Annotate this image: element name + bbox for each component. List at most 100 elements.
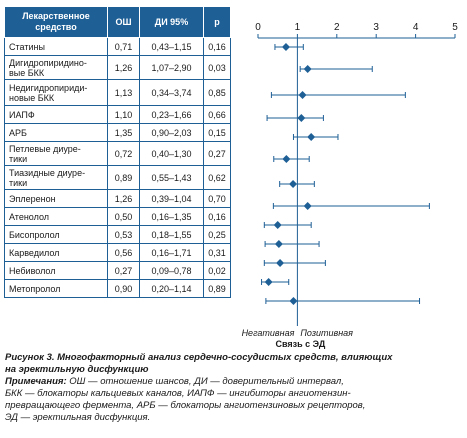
- confidence-interval-value: 0,20–1,14: [139, 279, 204, 298]
- x-axis-title: Связь с ЭД: [276, 339, 326, 349]
- header-ci: ДИ 95%: [139, 6, 204, 38]
- table-row: Недигидропириди-новые БКК 1,13 0,34–3,74 0,…: [4, 79, 231, 106]
- p-value: 0,66: [203, 105, 231, 124]
- drug-name-line: тики: [9, 177, 28, 188]
- p-value: 0,89: [203, 279, 231, 298]
- caption-note-line: БКК — блокаторы кальциевых каналов, ИАПФ…: [5, 388, 351, 399]
- odds-ratio-value: 0,53: [107, 225, 140, 244]
- odds-ratio-point: [273, 221, 282, 229]
- drug-name-line: ИАПФ: [9, 109, 35, 120]
- x-tick-label: 4: [413, 22, 419, 33]
- drug-name-line: тики: [9, 153, 28, 164]
- drug-name: Недигидропириди-новые БКК: [4, 79, 108, 106]
- drug-name-line: новые БКК: [9, 92, 55, 103]
- drug-name: Петлевые диуре-тики: [4, 141, 108, 166]
- drug-name-line: Метопролол: [9, 283, 61, 294]
- confidence-interval-value: 0,34–3,74: [139, 79, 204, 106]
- table-header-row: Лекарственное средство ОШ ДИ 95% р: [4, 6, 231, 38]
- p-value: 0,02: [203, 261, 231, 280]
- negative-label: Негативная: [242, 328, 295, 338]
- caption-title-cont: на эректильную дисфункцию: [5, 364, 149, 375]
- drug-name-line: Дигидропиридино-: [9, 57, 87, 68]
- table-row: Статины 0,71 0,43–1,15 0,16: [4, 37, 231, 56]
- p-value: 0,16: [203, 37, 231, 56]
- odds-ratio-point: [289, 180, 298, 188]
- odds-ratio-point: [281, 43, 290, 51]
- drug-name-line: Недигидропириди-: [9, 82, 88, 93]
- header-p: р: [203, 6, 231, 38]
- odds-ratio-value: 0,71: [107, 37, 140, 56]
- table-row: Петлевые диуре-тики 0,72 0,40–1,30 0,27: [4, 141, 231, 166]
- drug-name: Бисопролол: [4, 225, 108, 244]
- header-drug: Лекарственное средство: [4, 6, 108, 38]
- drug-name-line: Бисопролол: [9, 229, 60, 240]
- p-value: 0,62: [203, 165, 231, 190]
- p-value: 0,16: [203, 207, 231, 226]
- caption-notes-label: Примечания:: [5, 376, 67, 387]
- table-row: Метопролол 0,90 0,20–1,14 0,89: [4, 279, 231, 298]
- odds-ratio-value: 1,10: [107, 105, 140, 124]
- confidence-interval-value: 0,23–1,66: [139, 105, 204, 124]
- table-row: Небиволол 0,27 0,09–0,78 0,02: [4, 261, 231, 280]
- drug-name: Метопролол: [4, 279, 108, 298]
- odds-ratio-value: 1,13: [107, 79, 140, 106]
- odds-ratio-point: [282, 155, 291, 163]
- p-value: 0,03: [203, 55, 231, 80]
- drug-name-line: Небиволол: [9, 265, 56, 276]
- odds-ratio-point: [264, 278, 273, 286]
- p-value: 0,15: [203, 123, 231, 142]
- drug-name-line: Петлевые диуре-: [9, 143, 81, 154]
- figure-caption: Рисунок 3. Многофакторный анализ сердечн…: [5, 352, 465, 424]
- x-tick-label: 1: [295, 22, 301, 33]
- odds-ratio-point: [307, 133, 316, 141]
- odds-ratio-point: [274, 240, 283, 248]
- positive-label: Позитивная: [300, 328, 353, 338]
- table-row: ИАПФ 1,10 0,23–1,66 0,66: [4, 105, 231, 124]
- table-row: Тиазидные диуре-тики 0,89 0,55–1,43 0,62: [4, 165, 231, 190]
- caption-note-line: ЭД — эректильная дисфункция.: [5, 412, 151, 423]
- drug-name: Тиазидные диуре-тики: [4, 165, 108, 190]
- drug-name-line: Эплеренон: [9, 193, 56, 204]
- odds-ratio-point: [297, 114, 306, 122]
- table-row: Дигидропиридино-вые БКК 1,26 1,07–2,90 0,03: [4, 55, 231, 80]
- results-table: Лекарственное средство ОШ ДИ 95% р Стати…: [4, 6, 231, 298]
- x-tick-label: 2: [334, 22, 340, 33]
- drug-name-line: Атенолол: [9, 211, 50, 222]
- confidence-interval-value: 0,16–1,35: [139, 207, 204, 226]
- drug-name: Эплеренон: [4, 189, 108, 208]
- x-tick-label: 3: [373, 22, 379, 33]
- drug-name-line: Карведилол: [9, 247, 60, 258]
- odds-ratio-value: 0,72: [107, 141, 140, 166]
- table-body: Статины 0,71 0,43–1,15 0,16 Дигидропиридино-…: [4, 37, 231, 298]
- confidence-interval-value: 0,90–2,03: [139, 123, 204, 142]
- table-row: Атенолол 0,50 0,16–1,35 0,16: [4, 207, 231, 226]
- odds-ratio-value: 0,27: [107, 261, 140, 280]
- forest-plot-figure: Лекарственное средство ОШ ДИ 95% р Стати…: [4, 6, 458, 349]
- odds-ratio-point: [303, 202, 312, 210]
- drug-name-line: Статины: [9, 41, 45, 52]
- caption-title: Рисунок 3. Многофакторный анализ сердечн…: [5, 352, 393, 363]
- odds-ratio-value: 1,26: [107, 189, 140, 208]
- drug-name: Атенолол: [4, 207, 108, 226]
- odds-ratio-point: [276, 259, 285, 267]
- drug-name-line: АРБ: [9, 127, 27, 138]
- confidence-interval-value: 0,40–1,30: [139, 141, 204, 166]
- drug-name: Дигидропиридино-вые БКК: [4, 55, 108, 80]
- p-value: 0,31: [203, 243, 231, 262]
- x-tick-label: 0: [255, 22, 261, 33]
- table-row: АРБ 1,35 0,90–2,03 0,15: [4, 123, 231, 142]
- odds-ratio-point: [303, 65, 312, 73]
- odds-ratio-point: [298, 91, 307, 99]
- odds-ratio-point: [289, 297, 298, 305]
- drug-name: АРБ: [4, 123, 108, 142]
- caption-note-line: превращающего фермента, АРБ — блокаторы …: [5, 400, 366, 411]
- drug-name-line: Тиазидные диуре-: [9, 167, 86, 178]
- confidence-interval-value: 0,39–1,04: [139, 189, 204, 208]
- drug-name: ИАПФ: [4, 105, 108, 124]
- header-or: ОШ: [107, 6, 140, 38]
- caption-note-line: ОШ — отношение шансов, ДИ — доверительны…: [66, 376, 344, 387]
- confidence-interval-value: 0,55–1,43: [139, 165, 204, 190]
- p-value: 0,85: [203, 79, 231, 106]
- drug-name-line: вые БКК: [9, 67, 45, 78]
- table-row: Бисопролол 0,53 0,18–1,55 0,25: [4, 225, 231, 244]
